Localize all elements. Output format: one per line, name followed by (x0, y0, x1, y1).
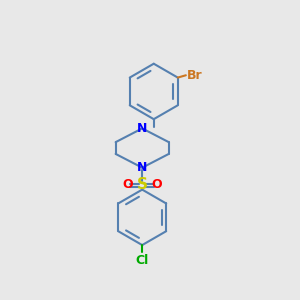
Text: O: O (151, 178, 162, 191)
Text: N: N (137, 161, 147, 174)
Text: Br: Br (187, 69, 203, 82)
Text: N: N (137, 122, 147, 135)
Text: O: O (123, 178, 133, 191)
Text: Cl: Cl (136, 254, 149, 267)
Text: S: S (137, 178, 148, 193)
